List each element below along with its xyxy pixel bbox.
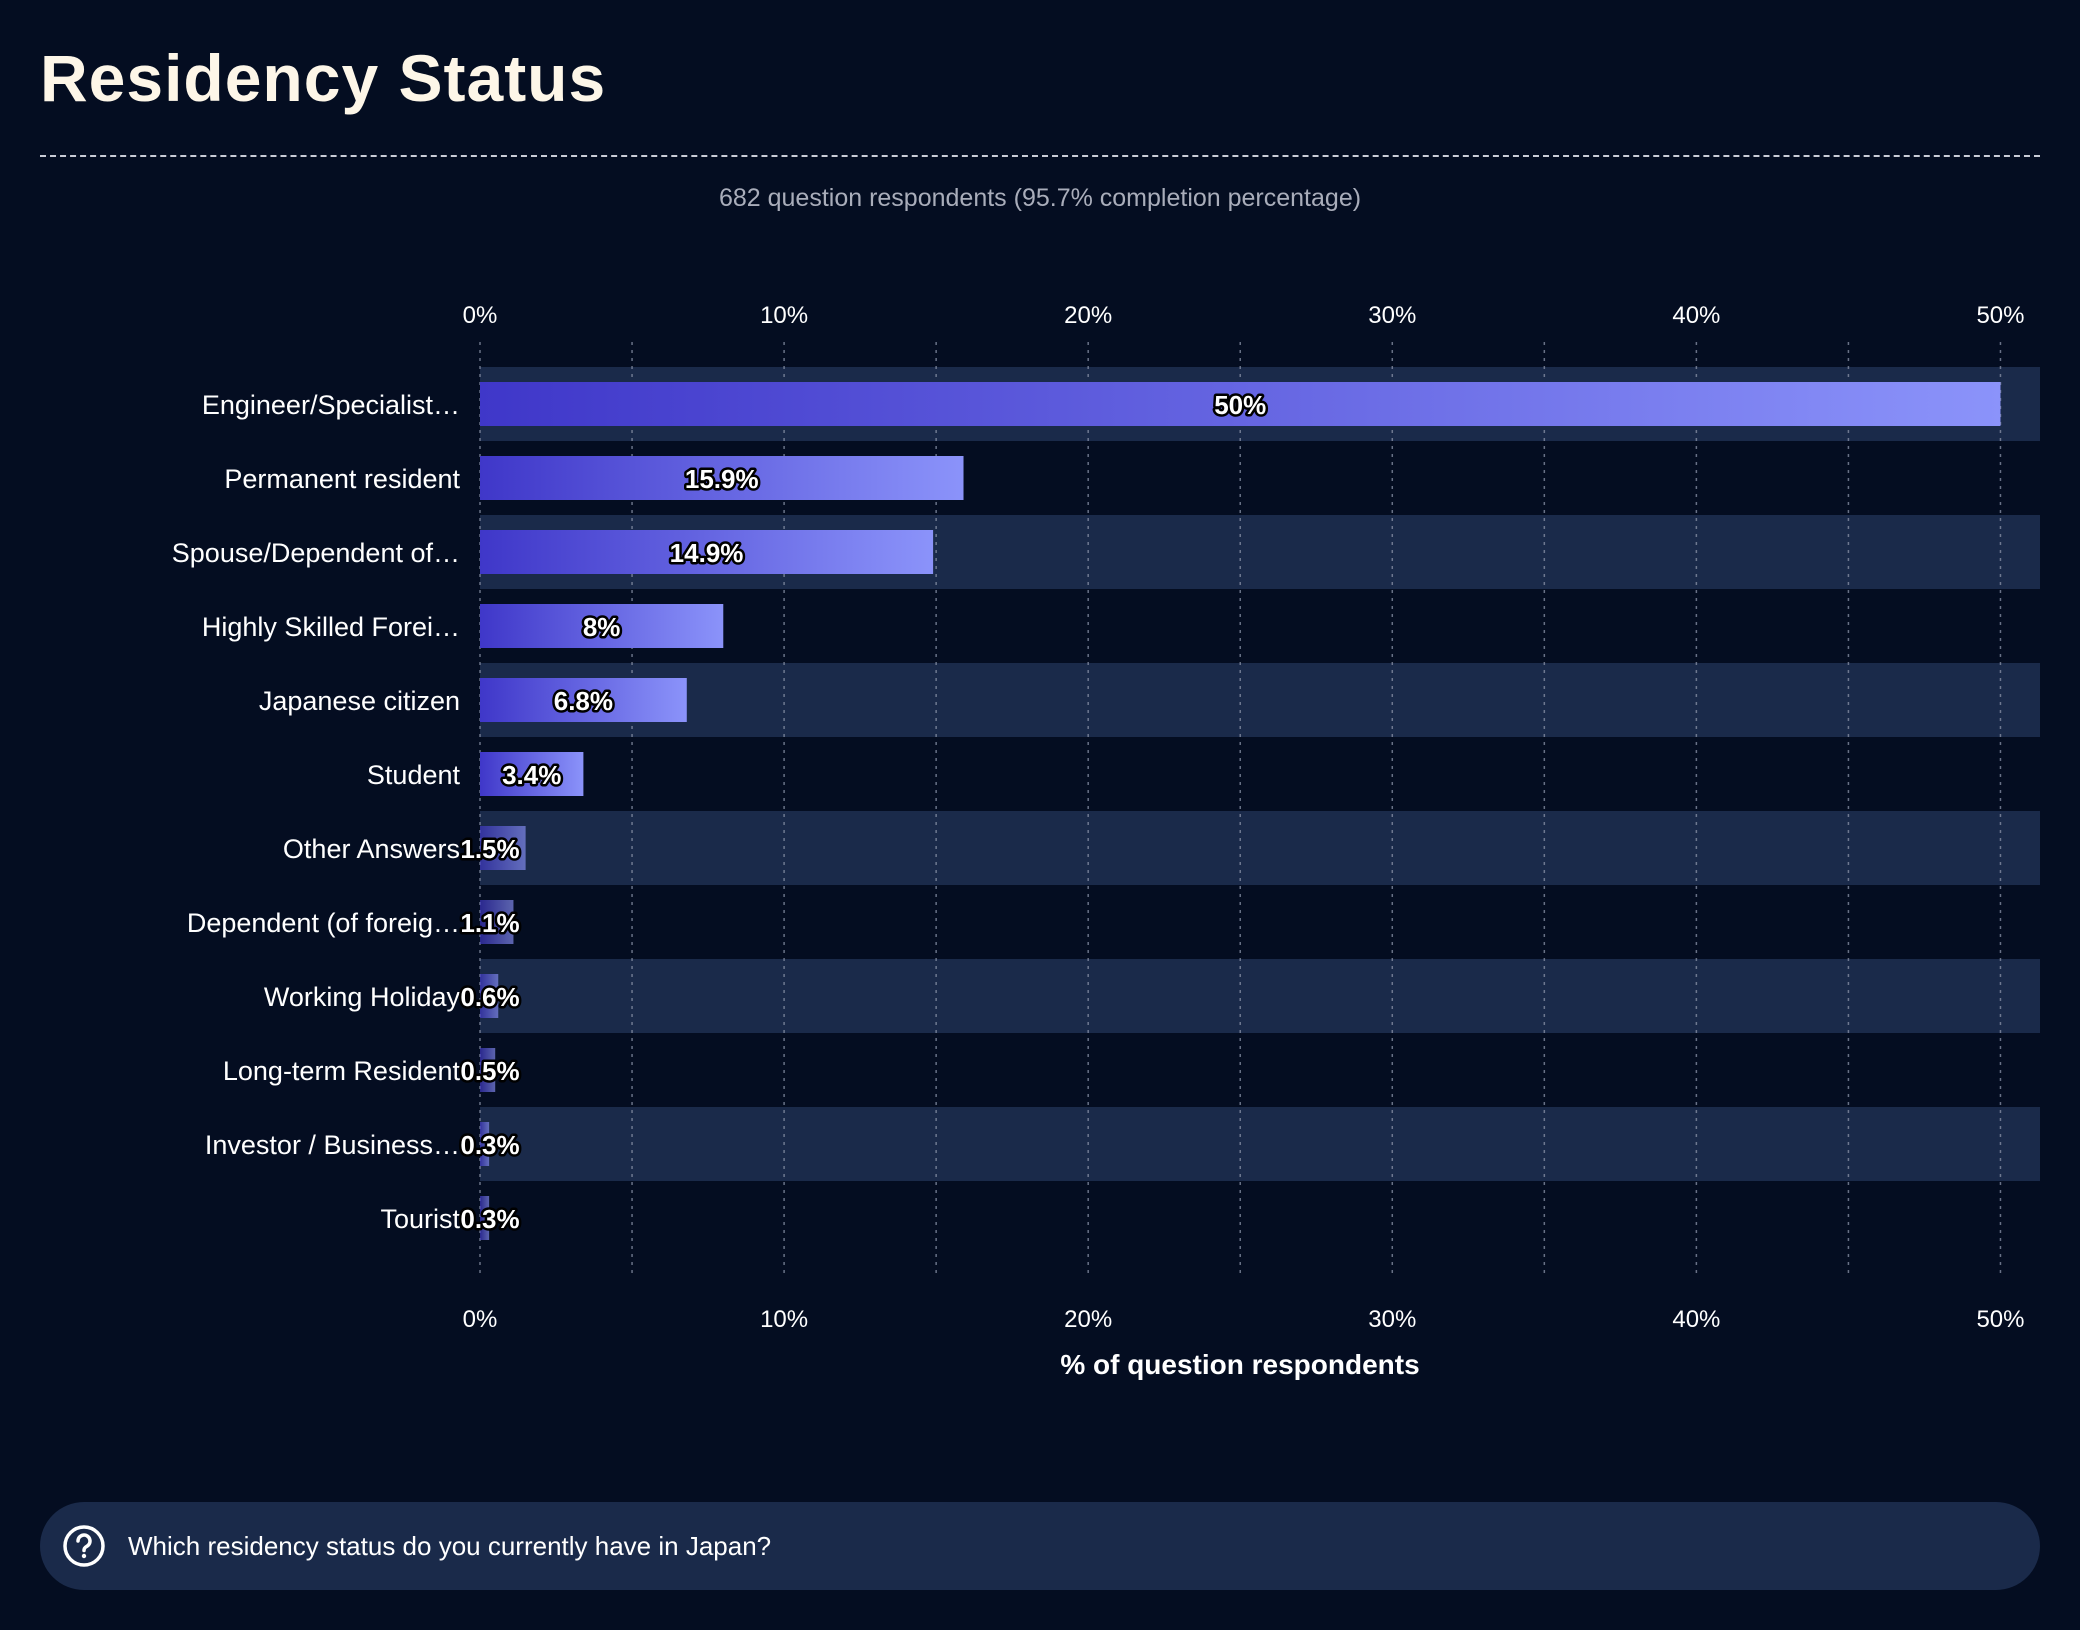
x-tick-label-top: 30% <box>1368 302 1416 329</box>
value-label: 0.6% <box>460 982 519 1012</box>
value-label: 0.3% <box>460 1204 519 1234</box>
x-tick-label-bottom: 50% <box>1976 1306 2024 1333</box>
page-title: Residency Status <box>40 41 607 115</box>
value-label: 3.4% <box>502 760 561 790</box>
title-divider <box>40 155 2040 157</box>
value-label: 1.1% <box>460 908 519 938</box>
x-axis-label: % of question respondents <box>1060 1349 1419 1380</box>
bar <box>480 382 2001 426</box>
category-label: Highly Skilled Forei… <box>202 612 460 642</box>
value-label: 0.3% <box>460 1130 519 1160</box>
x-tick-label-bottom: 0% <box>463 1306 498 1333</box>
x-tick-label-top: 40% <box>1672 302 1720 329</box>
category-label: Japanese citizen <box>259 686 460 716</box>
row-band <box>480 1107 2040 1181</box>
category-label: Other Answers <box>283 834 460 864</box>
category-label: Dependent (of foreig… <box>187 908 460 938</box>
category-label: Investor / Business… <box>205 1130 460 1160</box>
row-band <box>480 663 2040 737</box>
bar <box>480 1196 490 1240</box>
value-label: 50% <box>1214 390 1266 420</box>
bar <box>480 456 964 500</box>
value-label: 14.9% <box>670 538 744 568</box>
x-tick-label-bottom: 30% <box>1368 1306 1416 1333</box>
bar <box>480 530 934 574</box>
value-label: 6.8% <box>554 686 613 716</box>
question-text: Which residency status do you currently … <box>128 1531 772 1561</box>
bar <box>480 1048 496 1092</box>
x-tick-label-top: 20% <box>1064 302 1112 329</box>
category-label: Spouse/Dependent of… <box>172 538 460 568</box>
bar <box>480 1122 490 1166</box>
value-label: 15.9% <box>685 464 759 494</box>
x-tick-label-bottom: 10% <box>760 1306 808 1333</box>
x-tick-label-bottom: 40% <box>1672 1306 1720 1333</box>
bar <box>480 974 499 1018</box>
bar <box>480 900 514 944</box>
bar <box>480 604 724 648</box>
x-tick-label-top: 50% <box>1976 302 2024 329</box>
category-label: Tourist <box>380 1204 460 1234</box>
value-label: 1.5% <box>460 834 519 864</box>
x-tick-label-top: 10% <box>760 302 808 329</box>
category-label: Long-term Resident <box>223 1056 461 1086</box>
value-label: 0.5% <box>460 1056 519 1086</box>
category-label: Permanent resident <box>224 464 460 494</box>
bar <box>480 752 584 796</box>
x-tick-label-top: 0% <box>463 302 498 329</box>
question-circle-icon <box>63 1525 105 1567</box>
bar <box>480 826 526 870</box>
category-label: Working Holiday <box>264 982 461 1012</box>
row-band <box>480 959 2040 1033</box>
chart-subtitle: 682 question respondents (95.7% completi… <box>718 184 1362 212</box>
bar <box>480 678 687 722</box>
category-label: Engineer/Specialist… <box>202 390 460 420</box>
bar-chart: Engineer/Specialist… 50% Permanent residen… <box>172 302 2040 1380</box>
question-banner: Which residency status do you currently … <box>40 1502 2040 1590</box>
x-tick-label-bottom: 20% <box>1064 1306 1112 1333</box>
category-label: Student <box>367 760 461 790</box>
row-band <box>480 811 2040 885</box>
value-label: 8% <box>583 612 621 642</box>
